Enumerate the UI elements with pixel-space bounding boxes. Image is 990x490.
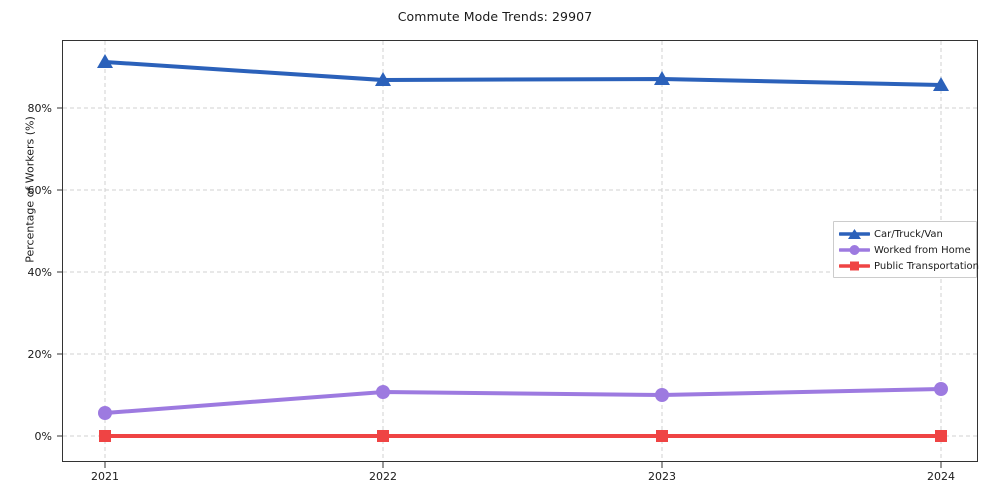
legend-item-car-truck-van[interactable]: Car/Truck/Van (839, 226, 970, 242)
data-point-marker (933, 77, 949, 91)
legend-item-public-transportation[interactable]: Public Transportation (839, 258, 979, 274)
legend-label-worked-from-home: Worked from Home (874, 244, 971, 256)
legend-swatch-circle-icon (839, 243, 870, 257)
data-point-marker (99, 430, 111, 442)
y-tick-label-80: 80% (27, 102, 52, 115)
data-point-marker (655, 388, 669, 402)
data-point-marker (376, 385, 390, 399)
legend-label-public-transportation: Public Transportation (874, 260, 979, 272)
legend-swatch-square-icon (839, 259, 870, 273)
x-tick-label-2021: 2021 (91, 470, 119, 483)
series-car-truck-van (97, 54, 949, 91)
legend-label-car-truck-van: Car/Truck/Van (874, 228, 943, 240)
series-worked-from-home (98, 382, 948, 420)
y-tick-label-0: 0% (34, 430, 52, 443)
y-tick-marks (57, 107, 63, 437)
data-point-marker (375, 72, 391, 86)
x-tick-marks (104, 462, 942, 468)
series-public-transportation (99, 430, 947, 442)
x-tick-label-2023: 2023 (648, 470, 676, 483)
series-line-car-truck-van (103, 60, 943, 87)
chart-title: Commute Mode Trends: 29907 (397, 9, 593, 24)
legend-item-worked-from-home[interactable]: Worked from Home (839, 242, 971, 258)
x-tick-label-2022: 2022 (369, 470, 397, 483)
y-tick-label-60: 60% (27, 184, 52, 197)
chart-legend[interactable]: Car/Truck/Van Worked from Home Public Tr… (833, 221, 979, 278)
data-point-marker (935, 430, 947, 442)
data-point-marker (98, 406, 112, 420)
data-point-marker (656, 430, 668, 442)
data-point-marker (654, 71, 670, 85)
x-tick-label-2024: 2024 (927, 470, 955, 483)
series-line-worked-from-home (103, 387, 943, 415)
data-point-marker (934, 382, 948, 396)
data-point-marker (97, 54, 113, 68)
legend-swatch-triangle-icon (839, 227, 870, 241)
data-point-marker (377, 430, 389, 442)
y-tick-label-20: 20% (27, 348, 52, 361)
y-tick-label-40: 40% (27, 266, 52, 279)
